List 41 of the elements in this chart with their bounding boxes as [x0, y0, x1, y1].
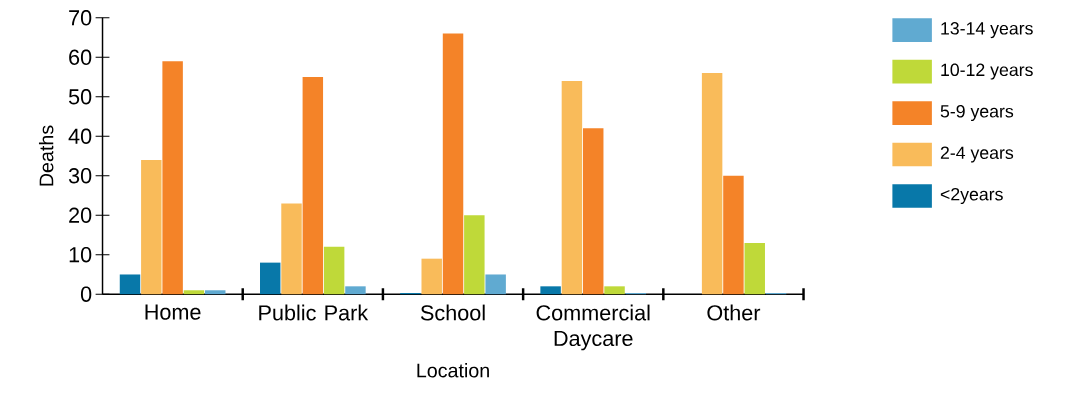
bar	[141, 160, 162, 295]
y-tick-label: 0	[80, 286, 92, 302]
y-tick-label: 70	[69, 10, 92, 26]
bar	[205, 290, 226, 295]
bar	[302, 77, 324, 295]
bar	[723, 175, 744, 295]
x-tick-label: Public Park	[259, 304, 369, 321]
bar	[345, 286, 366, 295]
bar	[540, 286, 561, 295]
bar	[485, 274, 506, 295]
bar	[442, 33, 464, 295]
bar	[323, 246, 345, 295]
y-tick-label: 10	[69, 247, 92, 263]
bar	[701, 73, 723, 295]
x-tick-label: Commercial Daycare	[536, 304, 650, 351]
x-tick-label: School	[420, 304, 485, 321]
bar	[421, 258, 442, 295]
y-tick-label: 30	[68, 168, 92, 184]
legend-label: <2years	[940, 188, 1003, 205]
y-tick-label: 50	[68, 89, 92, 105]
bar	[464, 215, 485, 295]
bar	[604, 286, 625, 295]
bar	[744, 242, 765, 295]
x-tick-label: Home	[145, 304, 201, 320]
x-tick-label: Other	[707, 304, 761, 321]
legend-label: 13-14 years	[941, 22, 1033, 39]
legend-label: 10-12 years	[941, 63, 1033, 80]
bar	[119, 274, 141, 295]
legend-label: 2-4 years	[940, 146, 1014, 163]
x-axis-title: Location	[417, 363, 489, 378]
bar	[162, 61, 183, 295]
bar	[281, 203, 302, 295]
bar	[259, 262, 281, 295]
y-tick-label: 20	[69, 207, 92, 223]
y-tick-label: 60	[69, 49, 92, 66]
legend-label: 5-9 years	[940, 105, 1014, 122]
bar	[583, 128, 604, 295]
bar	[183, 290, 205, 295]
bar	[561, 81, 583, 295]
y-tick-label: 40	[68, 128, 92, 144]
y-axis-title: Deaths	[38, 125, 54, 186]
